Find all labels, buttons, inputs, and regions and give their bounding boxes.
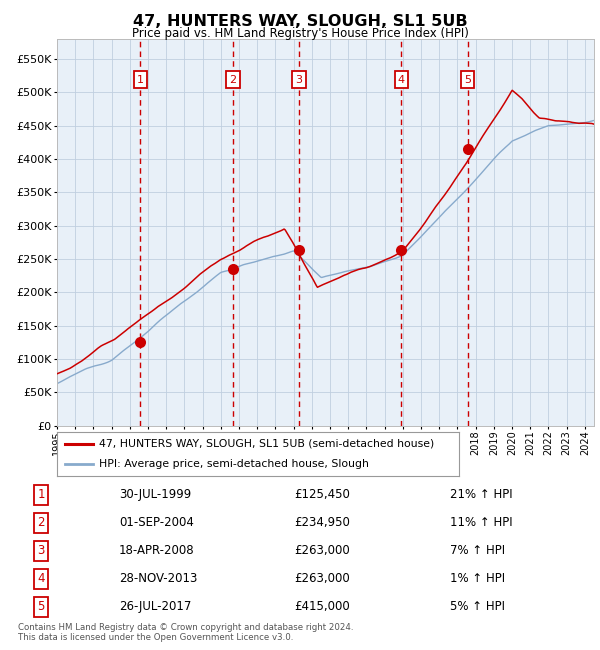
Text: £263,000: £263,000	[295, 545, 350, 558]
Text: 1: 1	[137, 75, 144, 84]
Text: 28-NOV-2013: 28-NOV-2013	[119, 573, 197, 586]
Text: 11% ↑ HPI: 11% ↑ HPI	[450, 516, 512, 529]
Text: 2: 2	[229, 75, 236, 84]
Text: 2: 2	[37, 516, 45, 529]
Text: 1: 1	[37, 489, 45, 502]
Text: 47, HUNTERS WAY, SLOUGH, SL1 5UB: 47, HUNTERS WAY, SLOUGH, SL1 5UB	[133, 14, 467, 29]
Text: 1% ↑ HPI: 1% ↑ HPI	[450, 573, 505, 586]
Text: 5% ↑ HPI: 5% ↑ HPI	[450, 601, 505, 614]
Text: £263,000: £263,000	[295, 573, 350, 586]
Text: £415,000: £415,000	[295, 601, 350, 614]
Text: 5: 5	[37, 601, 45, 614]
Text: 30-JUL-1999: 30-JUL-1999	[119, 489, 191, 502]
Text: Price paid vs. HM Land Registry's House Price Index (HPI): Price paid vs. HM Land Registry's House …	[131, 27, 469, 40]
Text: 47, HUNTERS WAY, SLOUGH, SL1 5UB (semi-detached house): 47, HUNTERS WAY, SLOUGH, SL1 5UB (semi-d…	[99, 439, 434, 448]
Text: 01-SEP-2004: 01-SEP-2004	[119, 516, 194, 529]
Text: 18-APR-2008: 18-APR-2008	[119, 545, 194, 558]
Text: Contains HM Land Registry data © Crown copyright and database right 2024.
This d: Contains HM Land Registry data © Crown c…	[18, 623, 353, 642]
Text: £234,950: £234,950	[295, 516, 350, 529]
Text: 7% ↑ HPI: 7% ↑ HPI	[450, 545, 505, 558]
Text: 4: 4	[398, 75, 405, 84]
Text: 3: 3	[296, 75, 302, 84]
Text: 26-JUL-2017: 26-JUL-2017	[119, 601, 191, 614]
Text: 5: 5	[464, 75, 472, 84]
Text: HPI: Average price, semi-detached house, Slough: HPI: Average price, semi-detached house,…	[99, 459, 369, 469]
Text: £125,450: £125,450	[295, 489, 350, 502]
Text: 21% ↑ HPI: 21% ↑ HPI	[450, 489, 512, 502]
Text: 4: 4	[37, 573, 45, 586]
Text: 3: 3	[37, 545, 45, 558]
